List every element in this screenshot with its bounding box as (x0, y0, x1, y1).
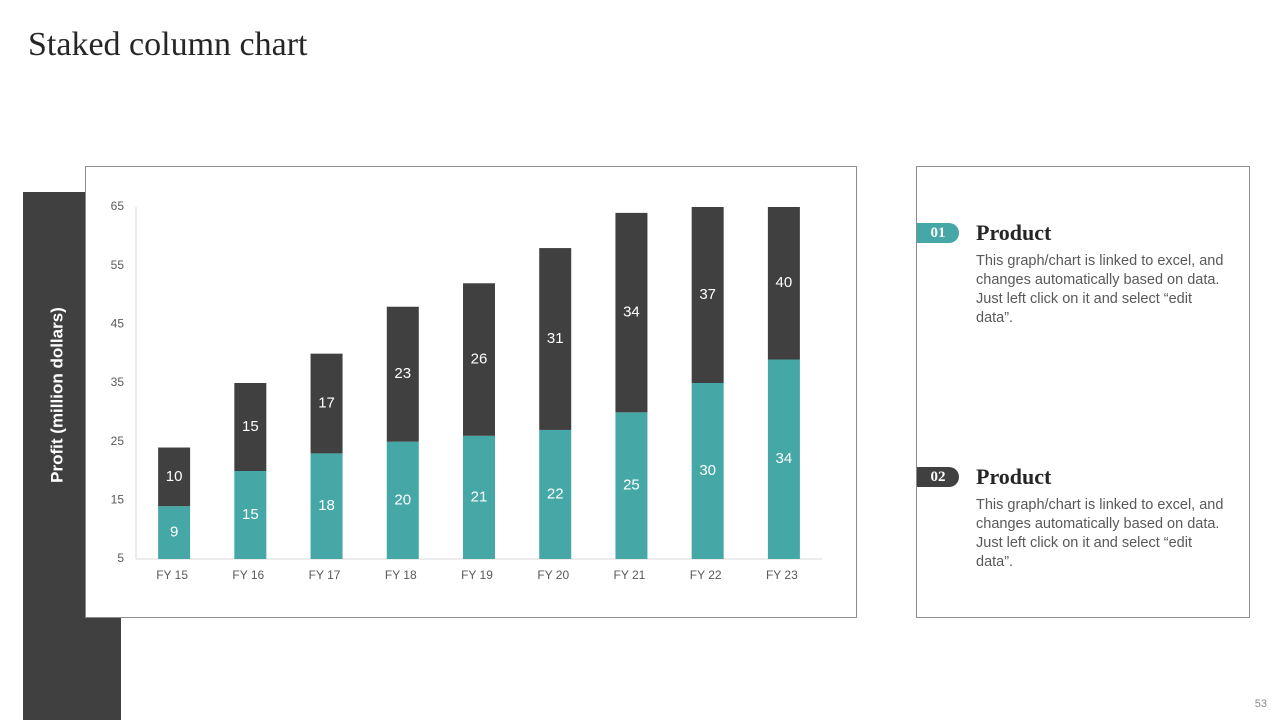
data-label: 22 (547, 485, 564, 502)
y-tick-label: 35 (111, 375, 125, 389)
bar-segment (158, 506, 191, 559)
panel-text: This graph/chart is linked to excel, and… (976, 497, 1224, 570)
data-label: 34 (776, 450, 793, 467)
bar-segment (691, 383, 724, 559)
data-label: 40 (776, 274, 793, 291)
data-label: 30 (699, 462, 716, 479)
y-tick-label: 5 (117, 551, 124, 565)
data-label: 20 (394, 491, 411, 508)
y-tick-label: 15 (111, 493, 125, 507)
y-tick-label: 65 (111, 199, 125, 213)
bar-segment (463, 283, 495, 436)
bar-segment (158, 447, 191, 507)
bar-segment (386, 441, 419, 559)
data-label: 25 (623, 477, 640, 494)
x-tick-label: FY 23 (766, 568, 798, 582)
data-label: 10 (166, 468, 183, 485)
x-tick-label: FY 19 (461, 568, 493, 582)
data-label: 17 (318, 395, 335, 412)
bar-segment (234, 471, 267, 559)
bar-segment (310, 453, 343, 559)
bar-segment (539, 248, 572, 430)
data-label: 15 (242, 418, 259, 435)
x-tick-label: FY 20 (537, 568, 569, 582)
x-tick-label: FY 16 (232, 568, 264, 582)
data-label: 37 (699, 286, 716, 303)
bar-segment (767, 359, 800, 559)
x-tick-label: FY 18 (385, 568, 417, 582)
x-tick-label: FY 15 (156, 568, 188, 582)
data-label: 31 (547, 330, 564, 347)
panel-heading: Product (976, 220, 1052, 245)
x-tick-label: FY 17 (309, 568, 341, 582)
badge: 01 (917, 223, 959, 243)
panel-heading: Product (976, 464, 1052, 489)
slide-title: Staked column chart (28, 26, 308, 63)
bar-segment (539, 429, 572, 559)
data-label: 9 (170, 524, 178, 541)
info-panel: 01 Product This graph/chart is linked to e… (916, 166, 1250, 618)
page-number: 53 (1254, 698, 1267, 710)
data-label: 15 (242, 506, 259, 523)
data-label: 18 (318, 497, 335, 514)
data-label: 26 (471, 351, 488, 368)
labels: 9 10 15 15 18 17 20 23 21 26 22 31 25 34 30 37 34 40 (166, 274, 792, 540)
data-label: 23 (394, 365, 411, 382)
bar-segment (463, 435, 495, 559)
bar-segment (767, 207, 800, 360)
bars (158, 207, 800, 559)
y-axis-label: Profit (million dollars) (47, 307, 66, 483)
bar-segment (615, 412, 648, 559)
bar-segment (234, 383, 267, 471)
bar-segment (691, 207, 724, 383)
y-tick-label: 25 (111, 434, 125, 448)
data-label: 21 (471, 488, 488, 505)
bar-segment (310, 353, 343, 454)
x-tick-label: FY 21 (614, 568, 646, 582)
bar-segment (386, 306, 419, 442)
bar-segment (615, 212, 648, 413)
y-tick-label: 45 (111, 317, 125, 331)
x-tick-label: FY 22 (690, 568, 722, 582)
y-tick-label: 55 (111, 258, 125, 272)
data-label: 34 (623, 304, 640, 321)
badge: 02 (917, 467, 959, 487)
panel-text: This graph/chart is linked to excel, and… (976, 253, 1224, 326)
